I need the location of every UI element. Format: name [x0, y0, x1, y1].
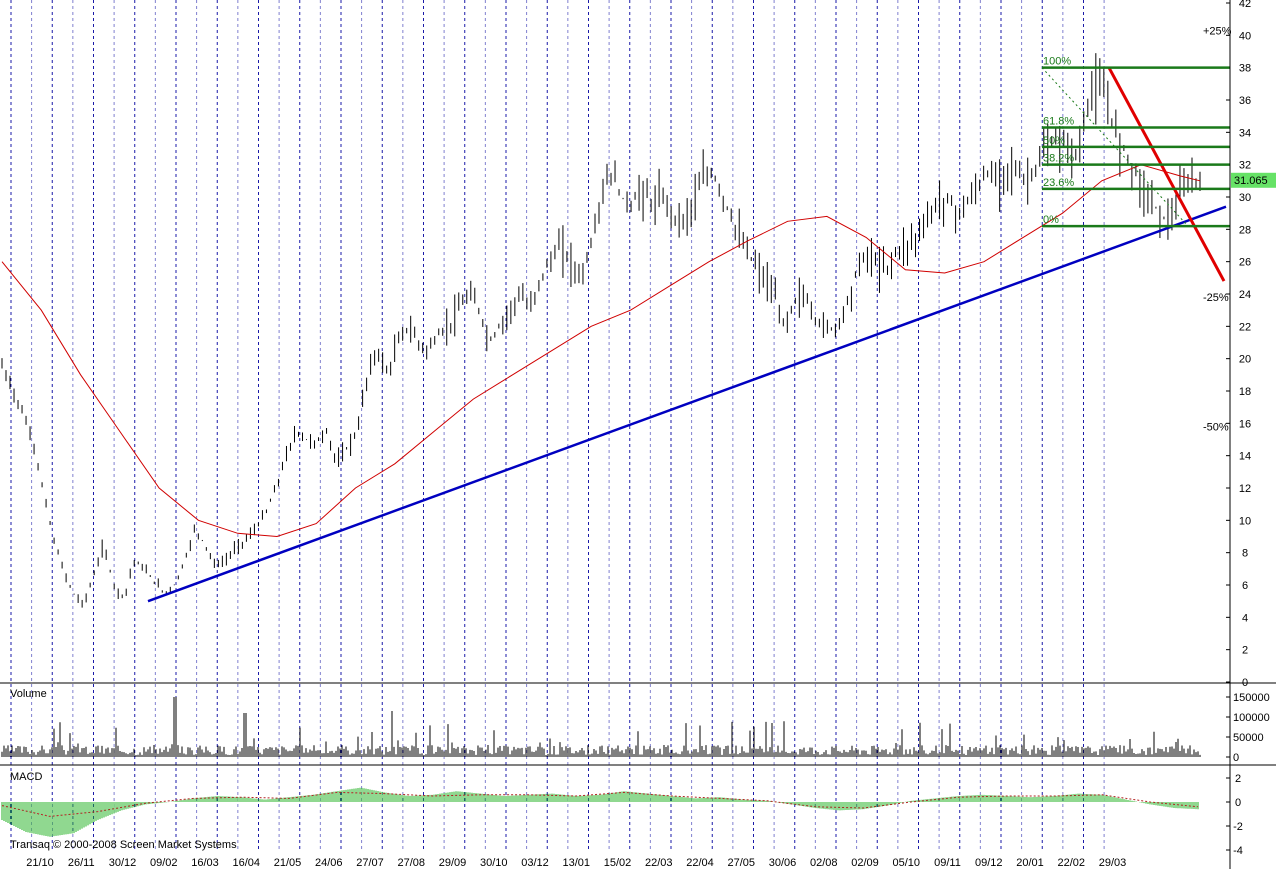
- x-tick-label: 22/04: [686, 857, 714, 869]
- x-tick-label: 30/06: [769, 857, 797, 869]
- volume-tick-label: 150000: [1233, 692, 1270, 704]
- x-tick-label: 05/10: [892, 857, 920, 869]
- x-tick-label: 16/04: [232, 857, 260, 869]
- price-tick-label: 10: [1239, 515, 1251, 527]
- macd-tick-label: 2: [1235, 773, 1241, 785]
- price-tick-label: 16: [1239, 418, 1251, 430]
- price-tick-label: 38: [1239, 63, 1251, 75]
- percent-label: -25%: [1203, 292, 1229, 304]
- x-tick-label: 26/11: [68, 857, 95, 869]
- vertical-gridlines: [10, 0, 1105, 852]
- macd-signal-line: [1, 791, 1199, 817]
- x-tick-label: 02/09: [851, 857, 879, 869]
- price-tick-label: 22: [1239, 321, 1251, 333]
- fibonacci-level-label: 100%: [1043, 56, 1071, 68]
- overlays: [1, 66, 1230, 603]
- macd-tick-label: -4: [1233, 845, 1243, 857]
- price-tick-label: 28: [1239, 224, 1251, 236]
- price-tick-label: 40: [1239, 30, 1251, 42]
- x-tick-label: 21/05: [274, 857, 302, 869]
- macd-panel-title: MACD: [10, 771, 42, 783]
- x-tick-label: 27/05: [727, 857, 755, 869]
- fibonacci-diagonal: [1041, 67, 1189, 227]
- resistance-trendline: [1107, 66, 1226, 282]
- fibonacci-level-label: 61.8%: [1043, 115, 1074, 127]
- x-tick-label: 27/07: [356, 857, 384, 869]
- price-tick-label: 20: [1239, 354, 1251, 366]
- x-tick-label: 09/12: [975, 857, 1003, 869]
- price-tick-label: 34: [1239, 127, 1251, 139]
- price-tick-label: 30: [1239, 192, 1251, 204]
- macd-histogram: [1, 787, 1199, 837]
- volume-axis: 150000 100000 50000 0: [1226, 692, 1270, 764]
- x-tick-label: 22/02: [1057, 857, 1085, 869]
- x-tick-label: 24/06: [315, 857, 343, 869]
- volume-bars: [1, 697, 1201, 757]
- price-bars: [1, 53, 1201, 608]
- x-tick-label: 03/12: [521, 857, 549, 869]
- x-tick-label: 21/10: [26, 857, 54, 869]
- price-tick-label: 4: [1242, 612, 1248, 624]
- price-tick-label: 8: [1242, 548, 1248, 560]
- labels: 21/10 26/11 30/12 09/02 16/03 16/04 21/05 24/06…: [26, 25, 1231, 869]
- x-tick-label: 29/09: [439, 857, 467, 869]
- price-tick-label: 2: [1242, 645, 1248, 657]
- volume-tick-label: 100000: [1233, 712, 1270, 724]
- fibonacci-level-label: 0%: [1043, 214, 1059, 226]
- volume-tick-label: 50000: [1233, 732, 1264, 744]
- fibonacci-level-label: 23.6%: [1043, 177, 1074, 189]
- x-tick-label: 16/03: [191, 857, 219, 869]
- x-tick-label: 29/03: [1099, 857, 1127, 869]
- price-tick-label: 42: [1239, 0, 1251, 10]
- x-tick-label: 30/10: [480, 857, 508, 869]
- moving-average-line: [1, 164, 1201, 538]
- macd-axis: 2 0 -2 -4: [1226, 773, 1243, 857]
- x-tick-label: 20/01: [1016, 857, 1044, 869]
- last-price-label: 31.065: [1234, 175, 1268, 187]
- price-tick-label: 14: [1239, 451, 1251, 463]
- fibonacci-level-label: 50%: [1043, 135, 1065, 147]
- percent-label: +25%: [1203, 25, 1232, 37]
- x-tick-label: 30/12: [109, 857, 137, 869]
- fibonacci-level-label: 38.2%: [1043, 153, 1074, 165]
- support-trendline: [147, 205, 1227, 603]
- copyright-text: Transaq © 2000-2008 Screen Market System…: [10, 839, 237, 851]
- x-tick-label: 13/01: [562, 857, 590, 869]
- percent-label: -50%: [1203, 422, 1229, 434]
- x-tick-label: 02/08: [810, 857, 838, 869]
- x-tick-label: 27/08: [397, 857, 425, 869]
- price-tick-label: 32: [1239, 160, 1251, 172]
- macd-tick-label: 0: [1235, 797, 1241, 809]
- price-tick-label: 36: [1239, 95, 1251, 107]
- x-tick-label: 15/02: [604, 857, 632, 869]
- volume-tick-label: 0: [1233, 752, 1239, 764]
- price-tick-label: 24: [1239, 289, 1251, 301]
- price-tick-label: 12: [1239, 483, 1251, 495]
- x-tick-label: 22/03: [645, 857, 673, 869]
- price-tick-label: 18: [1239, 386, 1251, 398]
- x-tick-label: 09/02: [150, 857, 178, 869]
- price-tick-label: 26: [1239, 257, 1251, 269]
- macd-tick-label: -2: [1233, 821, 1243, 833]
- price-tick-label: 6: [1242, 580, 1248, 592]
- volume-panel-title: Volume: [10, 688, 47, 700]
- last-price-box: [1231, 172, 1276, 188]
- x-tick-label: 09/11: [934, 857, 961, 869]
